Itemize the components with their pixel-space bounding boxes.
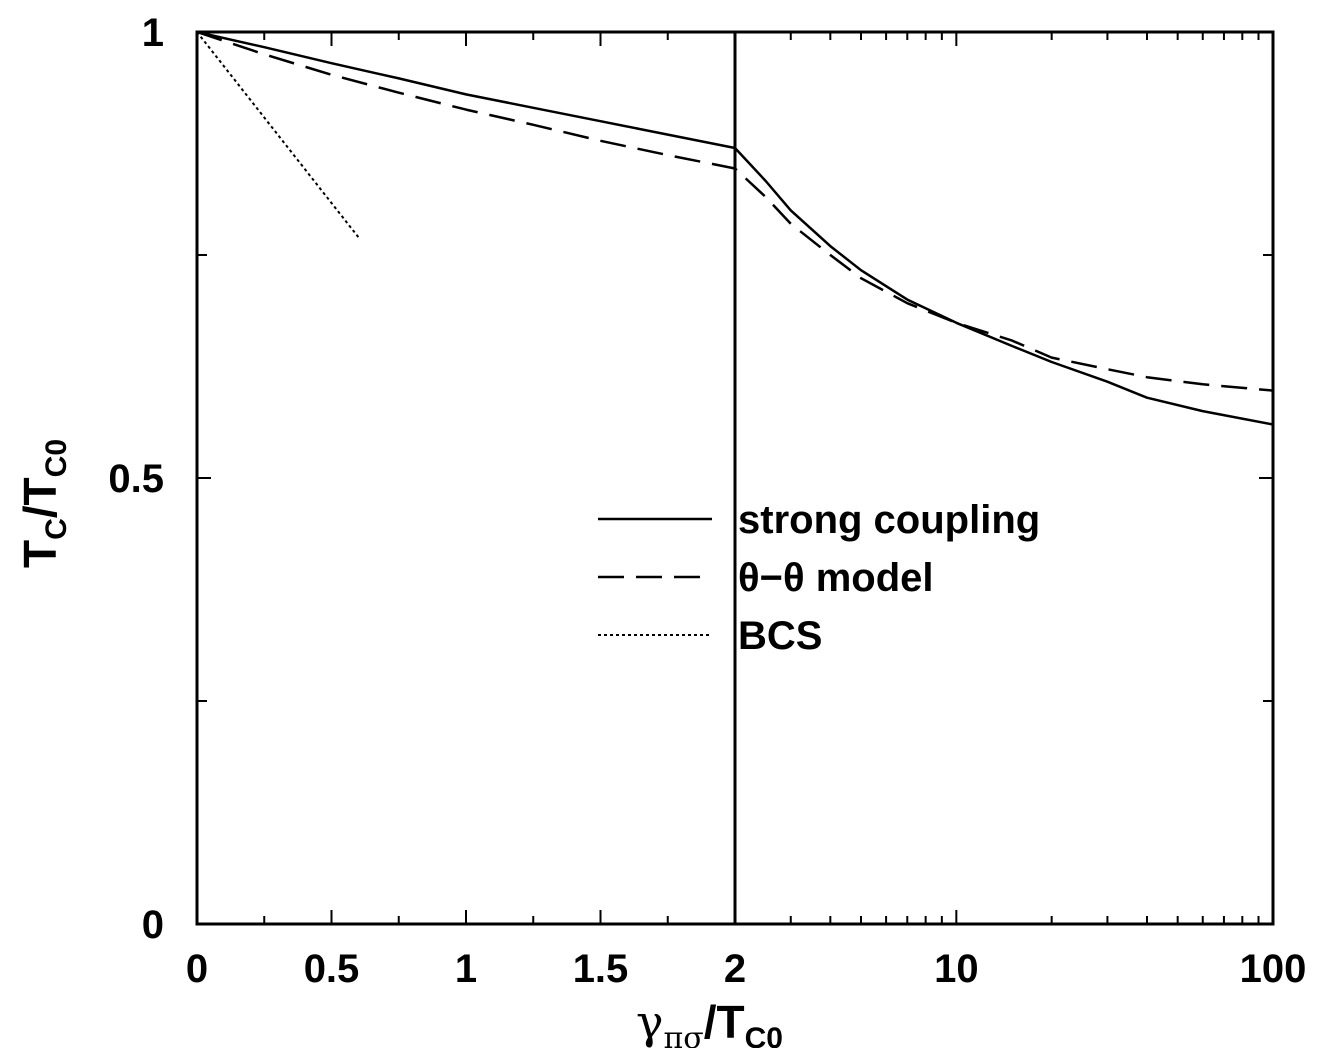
x-tick-label: 0 [186, 947, 208, 991]
series-line-0 [196, 30, 1274, 426]
x-label-sub: πσ [664, 1021, 704, 1048]
x-label-sub2: C0 [745, 1022, 783, 1048]
y-label-sub: C [40, 518, 73, 540]
x-tick-label: 2 [724, 947, 746, 991]
series-layer [196, 30, 1274, 426]
tick-labels: 0 0.5 1 1.5 2 10 100 0 0.5 1 [108, 11, 1306, 991]
x-tick-label: 100 [1240, 947, 1307, 991]
y-tick-label: 0 [142, 903, 164, 947]
legend: strong coupling θ−θ model BCS [598, 498, 1040, 658]
x-tick-label: 10 [934, 947, 979, 991]
x-tick-label: 0.5 [304, 947, 360, 991]
legend-label-1: θ−θ model [738, 556, 934, 600]
x-label-main: γ [636, 995, 664, 1048]
x-tick-label: 1.5 [573, 947, 629, 991]
x-label-sep: /T [704, 996, 745, 1048]
x-tick-label: 1 [455, 947, 477, 991]
legend-label-2: BCS [738, 614, 822, 658]
y-axis-label: TC/TC0 [14, 439, 73, 568]
y-label-sep: /T [14, 477, 66, 518]
series-line-2 [196, 31, 360, 238]
y-tick-label: 1 [142, 11, 164, 55]
y-label-sub2: C0 [40, 439, 73, 477]
y-tick-label: 0.5 [108, 457, 164, 501]
legend-label-0: strong coupling [738, 498, 1040, 542]
x-axis-label: γπσ/TC0 [636, 995, 783, 1048]
y-label-main: T [14, 540, 66, 568]
series-line-1 [196, 30, 1274, 392]
